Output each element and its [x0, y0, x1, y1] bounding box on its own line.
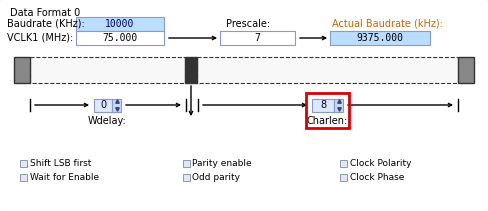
Text: Wait for Enable: Wait for Enable: [29, 173, 99, 181]
Bar: [334, 99, 343, 111]
Text: VCLK1 (MHz):: VCLK1 (MHz):: [7, 33, 73, 43]
Bar: [197, 57, 458, 83]
Text: 9375.000: 9375.000: [357, 33, 404, 43]
Bar: [30, 57, 185, 83]
Text: Shift LSB first: Shift LSB first: [29, 158, 91, 168]
Text: Clock Polarity: Clock Polarity: [349, 158, 411, 168]
Text: 0: 0: [100, 100, 106, 110]
Bar: [306, 92, 349, 127]
Text: Baudrate (KHz):: Baudrate (KHz):: [7, 19, 85, 29]
Bar: [458, 57, 474, 83]
Bar: [340, 173, 347, 180]
Text: Data Format 0: Data Format 0: [10, 8, 80, 18]
Text: 75.000: 75.000: [102, 33, 138, 43]
Bar: [20, 173, 27, 180]
Bar: [185, 57, 197, 83]
Text: Clock Phase: Clock Phase: [349, 173, 404, 181]
Bar: [76, 17, 164, 31]
Text: Prescale:: Prescale:: [226, 19, 270, 29]
Bar: [76, 31, 164, 45]
Bar: [330, 31, 430, 45]
Bar: [112, 99, 121, 111]
Bar: [183, 173, 190, 180]
Bar: [312, 99, 334, 111]
Text: Actual Baudrate (kHz):: Actual Baudrate (kHz):: [332, 19, 443, 29]
Text: Charlen:: Charlen:: [307, 116, 348, 127]
Bar: [20, 160, 27, 166]
Text: Wdelay:: Wdelay:: [88, 116, 127, 127]
Bar: [183, 160, 190, 166]
Text: Odd parity: Odd parity: [192, 173, 241, 181]
Text: 10000: 10000: [105, 19, 135, 29]
Text: 8: 8: [320, 100, 326, 110]
Bar: [340, 160, 347, 166]
Text: 7: 7: [254, 33, 260, 43]
Bar: [14, 57, 30, 83]
Bar: [220, 31, 295, 45]
Bar: [94, 99, 112, 111]
Text: Parity enable: Parity enable: [192, 158, 252, 168]
